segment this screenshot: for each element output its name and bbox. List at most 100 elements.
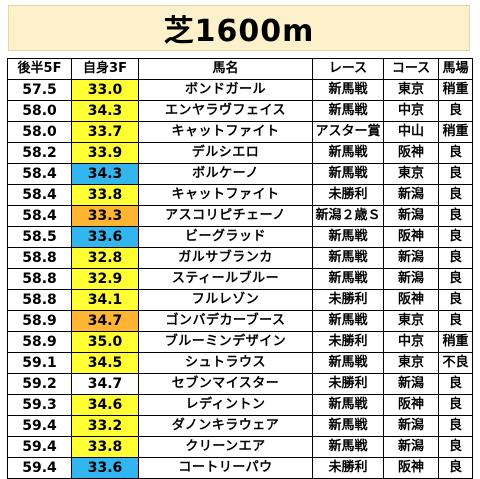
table-row: 58.8 32.9 スティールブルー 新馬戦 新潟良 xyxy=(7,268,473,290)
table-row: 59.3 34.6 レディントン 新馬戦 阪神良 xyxy=(7,394,473,416)
cell-track: 良 xyxy=(438,394,473,416)
cell-course: 東京 xyxy=(383,352,439,374)
cell-horse: エンヤラヴフェイス xyxy=(138,100,313,122)
cell-track: 良 xyxy=(438,436,473,458)
cell-last5f: 58.9 xyxy=(7,331,72,353)
cell-track: 良 xyxy=(438,310,473,332)
cell-last5f: 58.4 xyxy=(7,184,72,206)
cell-course: 東京 xyxy=(383,310,439,332)
cell-track: 良 xyxy=(438,457,473,479)
cell-last5f: 58.8 xyxy=(7,268,72,290)
table-row: 58.0 34.3 エンヤラヴフェイス 新馬戦 中京良 xyxy=(7,100,473,122)
cell-track: 良 xyxy=(438,415,473,437)
cell-last5f: 58.5 xyxy=(7,226,72,248)
cell-course: 東京 xyxy=(383,79,439,101)
cell-last5f: 59.3 xyxy=(7,394,72,416)
cell-track: 良 xyxy=(438,289,473,311)
cell-course: 阪神 xyxy=(383,394,439,416)
cell-race: 未勝利 xyxy=(312,184,384,206)
cell-own3f: 34.7 xyxy=(71,373,139,395)
cell-course: 新潟 xyxy=(383,436,439,458)
cell-own3f: 34.7 xyxy=(71,310,139,332)
cell-horse: コートリーパウ xyxy=(138,457,313,479)
cell-horse: セブンマイスター xyxy=(138,373,313,395)
cell-race: 新潟２歳Ｓ xyxy=(312,205,384,227)
cell-last5f: 59.4 xyxy=(7,457,72,479)
cell-own3f: 33.2 xyxy=(71,415,139,437)
cell-horse: クリーンエア xyxy=(138,436,313,458)
cell-horse: キャットファイト xyxy=(138,184,313,206)
cell-horse: ボンドガール xyxy=(138,79,313,101)
cell-own3f: 34.3 xyxy=(71,100,139,122)
cell-track: 良 xyxy=(438,373,473,395)
cell-race: 新馬戦 xyxy=(312,394,384,416)
cell-last5f: 57.5 xyxy=(7,79,72,101)
cell-race: 新馬戦 xyxy=(312,436,384,458)
table-row: 58.2 33.9 デルシエロ 新馬戦 阪神良 xyxy=(7,142,473,164)
cell-own3f: 33.6 xyxy=(71,226,139,248)
cell-last5f: 58.0 xyxy=(7,100,72,122)
cell-own3f: 33.8 xyxy=(71,184,139,206)
header-race: レース xyxy=(312,58,384,80)
cell-horse: ビーグラッド xyxy=(138,226,313,248)
table-row: 59.4 33.2 ダノンキラウェア 新馬戦 新潟良 xyxy=(7,415,473,437)
cell-track: 稍重 xyxy=(438,79,473,101)
cell-course: 中京 xyxy=(383,331,439,353)
cell-own3f: 35.0 xyxy=(71,331,139,353)
cell-last5f: 58.2 xyxy=(7,142,72,164)
cell-race: 新馬戦 xyxy=(312,352,384,374)
table-row: 59.1 34.5 シュトラウス 新馬戦 東京 不良 xyxy=(7,352,473,374)
table-row: 58.9 35.0 ブルーミンデザイン 未勝利 中京 稍重 xyxy=(7,331,473,353)
results-table: 後半5F 自身3F 馬名 レース コース 馬場 57.5 33.0 ボンドガール 新馬… xyxy=(7,58,473,479)
cell-course: 阪神 xyxy=(383,457,439,479)
cell-horse: レディントン xyxy=(138,394,313,416)
cell-course: 新潟 xyxy=(383,184,439,206)
cell-own3f: 33.7 xyxy=(71,121,139,143)
header-last5f: 後半5F xyxy=(7,58,72,80)
cell-horse: スティールブルー xyxy=(138,268,313,290)
cell-own3f: 34.3 xyxy=(71,163,139,185)
cell-race: 新馬戦 xyxy=(312,100,384,122)
cell-last5f: 59.2 xyxy=(7,373,72,395)
cell-race: 未勝利 xyxy=(312,331,384,353)
cell-race: 未勝利 xyxy=(312,373,384,395)
cell-own3f: 33.8 xyxy=(71,436,139,458)
cell-track: 良 xyxy=(438,226,473,248)
cell-own3f: 33.6 xyxy=(71,457,139,479)
cell-last5f: 58.8 xyxy=(7,247,72,269)
cell-course: 新潟 xyxy=(383,205,439,227)
cell-race: 新馬戦 xyxy=(312,226,384,248)
table-row: 59.4 33.8 クリーンエア 新馬戦 新潟良 xyxy=(7,436,473,458)
cell-own3f: 34.6 xyxy=(71,394,139,416)
cell-track: 良 xyxy=(438,268,473,290)
table-row: 58.4 33.3 アスコリピチェーノ 新潟２歳Ｓ 新潟良 xyxy=(7,205,473,227)
cell-horse: フルレゾン xyxy=(138,289,313,311)
table-row: 58.4 33.8 キャットファイト 未勝利 新潟良 xyxy=(7,184,473,206)
table-row: 59.2 34.7 セブンマイスター 未勝利 新潟良 xyxy=(7,373,473,395)
header-horse: 馬名 xyxy=(138,58,313,80)
cell-last5f: 58.4 xyxy=(7,163,72,185)
cell-last5f: 58.9 xyxy=(7,310,72,332)
table-row: 58.5 33.6 ビーグラッド 新馬戦 阪神良 xyxy=(7,226,473,248)
cell-own3f: 33.9 xyxy=(71,142,139,164)
header-row: 後半5F 自身3F 馬名 レース コース 馬場 xyxy=(7,58,473,80)
cell-track: 良 xyxy=(438,163,473,185)
header-own3f: 自身3F xyxy=(71,58,139,80)
header-course: コース xyxy=(383,58,439,80)
cell-own3f: 33.3 xyxy=(71,205,139,227)
cell-last5f: 59.4 xyxy=(7,436,72,458)
cell-horse: ガルサブランカ xyxy=(138,247,313,269)
cell-race: 新馬戦 xyxy=(312,268,384,290)
cell-race: アスター賞 xyxy=(312,121,384,143)
cell-horse: ダノンキラウェア xyxy=(138,415,313,437)
cell-own3f: 33.0 xyxy=(71,79,139,101)
header-track: 馬場 xyxy=(438,58,473,80)
table-body: 57.5 33.0 ボンドガール 新馬戦 東京 稍重 58.0 34.3 エンヤラヴフェイス 新馬… xyxy=(7,79,473,479)
cell-course: 中山 xyxy=(383,121,439,143)
cell-horse: ブルーミンデザイン xyxy=(138,331,313,353)
cell-last5f: 58.4 xyxy=(7,205,72,227)
cell-track: 稍重 xyxy=(438,121,473,143)
cell-course: 阪神 xyxy=(383,289,439,311)
cell-track: 良 xyxy=(438,100,473,122)
